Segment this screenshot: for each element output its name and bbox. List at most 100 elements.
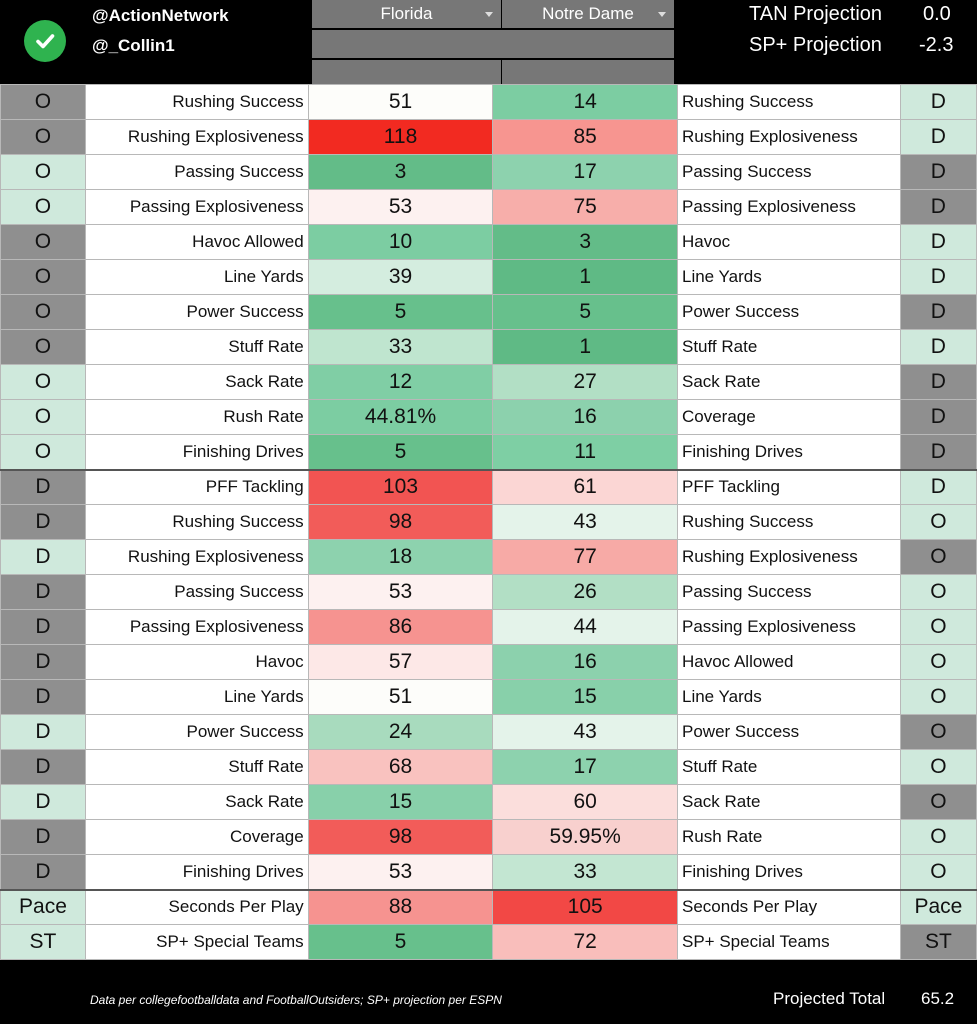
right-value-cell: 33 (492, 854, 678, 890)
right-side-cell: O (899, 539, 977, 575)
right-stat-label: Sack Rate (677, 364, 901, 400)
right-stat-label: SP+ Special Teams (677, 924, 901, 960)
right-stat-label: Passing Success (677, 154, 901, 190)
right-side-cell: D (899, 119, 977, 155)
team-left-header[interactable]: Florida (312, 0, 501, 28)
tan-projection-label: TAN Projection (749, 3, 883, 25)
right-value-cell: 3 (492, 224, 678, 260)
right-stat-label: Stuff Rate (677, 329, 901, 365)
right-value-cell: 61 (492, 468, 678, 505)
right-value-cell: 43 (492, 714, 678, 750)
left-value-cell: 88 (307, 888, 494, 925)
right-side-cell: O (899, 784, 977, 820)
chevron-down-icon (485, 12, 493, 17)
left-stat-label: Rushing Success (84, 504, 309, 540)
team-right-header[interactable]: Notre Dame (502, 0, 674, 28)
left-side-cell: D (0, 784, 86, 820)
right-stat-label: Line Yards (677, 679, 901, 715)
right-value-cell: 11 (492, 434, 678, 470)
left-side-cell: D (0, 749, 86, 785)
left-side-cell: D (0, 854, 86, 890)
left-value-cell: 24 (307, 714, 494, 750)
left-value-cell: 68 (307, 749, 494, 785)
left-value-cell: 5 (307, 294, 494, 330)
right-side-cell: D (899, 259, 977, 295)
right-side-cell: D (899, 294, 977, 330)
left-side-cell: O (0, 294, 86, 330)
left-stat-label: Finishing Drives (84, 854, 309, 890)
left-side-cell: O (0, 154, 86, 190)
left-side-cell: O (0, 364, 86, 400)
left-stat-label: Havoc Allowed (84, 224, 309, 260)
tan-projection-value: 0.0 (923, 3, 951, 25)
left-stat-label: Coverage (84, 819, 309, 855)
left-side-cell: Pace (0, 888, 86, 925)
header-band-left (312, 60, 501, 84)
right-side-cell: O (899, 819, 977, 855)
table-row: ST SP+ Special Teams 5 72 SP+ Special Teams S… (0, 924, 977, 960)
left-stat-label: Power Success (84, 714, 309, 750)
table-row: O Passing Success 3 17 Passing Success D (0, 154, 977, 190)
right-value-cell: 15 (492, 679, 678, 715)
table-row: D Line Yards 51 15 Line Yards O (0, 679, 977, 715)
right-value-cell: 72 (492, 924, 678, 960)
right-stat-label: Finishing Drives (677, 854, 901, 890)
left-stat-label: Passing Explosiveness (84, 609, 309, 645)
left-value-cell: 51 (307, 679, 494, 715)
right-stat-label: Rush Rate (677, 819, 901, 855)
right-stat-label: Havoc Allowed (677, 644, 901, 680)
comparison-table: O Rushing Success 51 14 Rushing Success D O Rus… (0, 84, 977, 960)
table-row: D Havoc 57 16 Havoc Allowed O (0, 644, 977, 680)
left-stat-label: Rush Rate (84, 399, 309, 435)
left-stat-label: Line Yards (84, 679, 309, 715)
table-row: O Rushing Success 51 14 Rushing Success D (0, 84, 977, 120)
left-value-cell: 98 (307, 819, 494, 855)
left-value-cell: 53 (307, 854, 494, 890)
left-stat-label: Rushing Explosiveness (84, 539, 309, 575)
left-value-cell: 3 (307, 154, 494, 190)
right-value-cell: 27 (492, 364, 678, 400)
left-side-cell: D (0, 539, 86, 575)
right-side-cell: ST (899, 924, 977, 960)
left-stat-label: Seconds Per Play (84, 888, 309, 925)
left-value-cell: 44.81% (307, 399, 494, 435)
left-stat-label: Finishing Drives (84, 434, 309, 470)
right-value-cell: 60 (492, 784, 678, 820)
left-side-cell: D (0, 679, 86, 715)
team-right-name: Notre Dame (542, 4, 634, 23)
right-value-cell: 16 (492, 644, 678, 680)
check-circle-icon (24, 20, 66, 62)
left-value-cell: 15 (307, 784, 494, 820)
left-value-cell: 53 (307, 574, 494, 610)
right-stat-label: Sack Rate (677, 784, 901, 820)
right-stat-label: Rushing Success (677, 84, 901, 120)
left-value-cell: 5 (307, 434, 494, 470)
header-band (312, 30, 674, 58)
table-row: D Rushing Explosiveness 18 77 Rushing Explos… (0, 539, 977, 575)
right-value-cell: 85 (492, 119, 678, 155)
left-value-cell: 51 (307, 84, 494, 120)
right-side-cell: D (899, 154, 977, 190)
left-side-cell: D (0, 574, 86, 610)
table-row: D Coverage 98 59.95% Rush Rate O (0, 819, 977, 855)
left-side-cell: O (0, 84, 86, 120)
table-row: O Stuff Rate 33 1 Stuff Rate D (0, 329, 977, 365)
right-value-cell: 43 (492, 504, 678, 540)
left-value-cell: 103 (307, 468, 494, 505)
right-value-cell: 17 (492, 749, 678, 785)
right-value-cell: 14 (492, 84, 678, 120)
right-side-cell: D (899, 329, 977, 365)
source-note: Data per collegefootballdata and Footbal… (90, 993, 502, 1007)
table-row: D Rushing Success 98 43 Rushing Success O (0, 504, 977, 540)
right-stat-label: Passing Explosiveness (677, 609, 901, 645)
left-stat-label: Passing Explosiveness (84, 189, 309, 225)
left-side-cell: O (0, 329, 86, 365)
left-side-cell: O (0, 399, 86, 435)
table-row: D Passing Explosiveness 86 44 Passing Explos… (0, 609, 977, 645)
right-value-cell: 1 (492, 259, 678, 295)
right-stat-label: PFF Tackling (677, 468, 901, 505)
right-stat-label: Passing Explosiveness (677, 189, 901, 225)
projected-total-value: 65.2 (921, 989, 955, 1008)
left-stat-label: Stuff Rate (84, 329, 309, 365)
table-row: O Passing Explosiveness 53 75 Passing Explos… (0, 189, 977, 225)
